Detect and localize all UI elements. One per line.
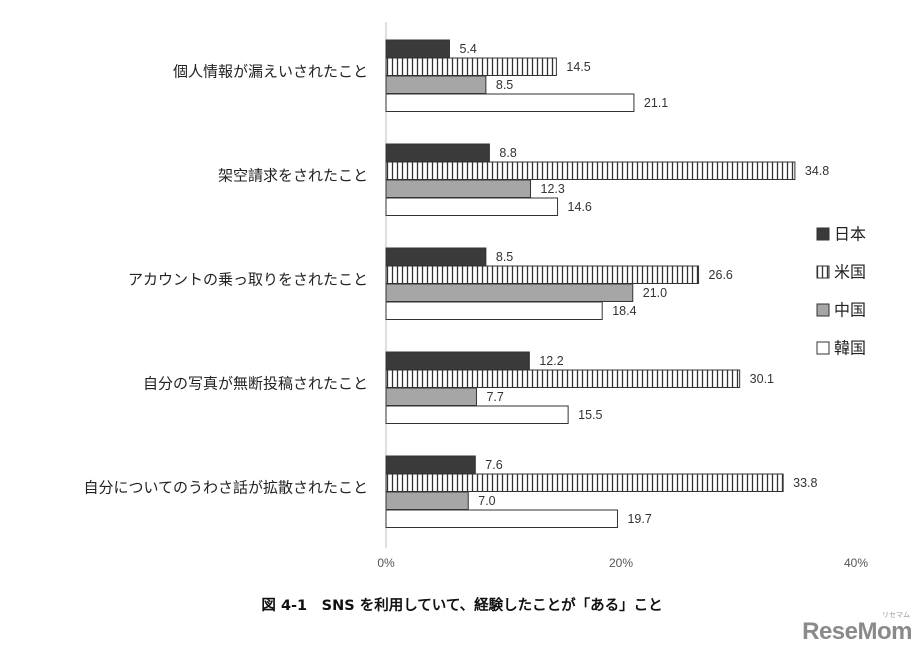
bar [385, 455, 476, 474]
data-label: 8.8 [499, 146, 516, 160]
bar [385, 301, 603, 320]
category-label: 架空請求をされたこと [218, 167, 368, 185]
data-label: 14.5 [566, 60, 590, 74]
bar-chart: 0% 20% 40% 個人情報が漏えいされたこと 5.4 14.5 8.5 21.1 架空請求… [83, 22, 868, 570]
bar [385, 387, 477, 406]
category-label: 自分の写真が無断投稿されたこと [143, 375, 368, 393]
bar [385, 197, 559, 216]
logo-text: ReseMom [802, 618, 912, 645]
bar [385, 491, 469, 510]
data-label: 30.1 [750, 372, 774, 386]
data-label: 7.6 [485, 458, 502, 472]
legend-label: 米国 [834, 263, 866, 282]
data-label: 7.0 [478, 494, 495, 508]
data-label: 21.0 [643, 286, 667, 300]
bar [385, 265, 700, 284]
legend-label: 韓国 [834, 339, 866, 358]
bar [385, 93, 635, 112]
bar [385, 351, 530, 370]
data-label: 5.4 [459, 42, 476, 56]
bar [385, 283, 634, 302]
logo-small-text: リセマム [882, 612, 910, 619]
legend-swatch [816, 303, 830, 317]
bar [385, 39, 450, 58]
data-label: 8.5 [496, 78, 513, 92]
data-label: 12.2 [539, 354, 563, 368]
data-label: 15.5 [578, 408, 602, 422]
data-label: 26.6 [709, 268, 733, 282]
data-label: 7.7 [486, 390, 503, 404]
x-tick-label: 20% [609, 556, 633, 570]
legend-label: 日本 [834, 225, 866, 244]
data-label: 34.8 [805, 164, 829, 178]
bar [385, 509, 618, 528]
bar [385, 179, 532, 198]
legend-label: 中国 [834, 301, 866, 320]
legend-swatch [816, 265, 830, 279]
data-label: 19.7 [627, 512, 651, 526]
bar-layer [385, 39, 796, 528]
bar [385, 473, 784, 492]
chart-title: 図 4-1 SNS を利用していて、経験したことが「ある」こと [261, 598, 663, 614]
label-layer: 個人情報が漏えいされたこと 5.4 14.5 8.5 21.1 架空請求をされたこと 8.8… [83, 42, 829, 526]
bar [385, 247, 487, 266]
category-label: 自分についてのうわさ話が拡散されたこと [83, 479, 368, 497]
data-label: 14.6 [568, 200, 592, 214]
bar [385, 405, 569, 424]
data-label: 8.5 [496, 250, 513, 264]
category-label: 個人情報が漏えいされたこと [173, 63, 368, 81]
data-label: 33.8 [793, 476, 817, 490]
bar [385, 369, 741, 388]
data-label: 18.4 [612, 304, 636, 318]
data-label: 12.3 [541, 182, 565, 196]
bar [385, 57, 557, 76]
bar [385, 75, 487, 94]
legend-swatch [816, 341, 830, 355]
legend-swatch [816, 227, 830, 241]
data-label: 21.1 [644, 96, 668, 110]
bar [385, 143, 490, 162]
x-tick-label: 0% [377, 556, 395, 570]
resemom-logo: ReseMom リセマム [802, 612, 912, 646]
bar [385, 161, 796, 180]
x-tick-label: 40% [844, 556, 868, 570]
category-label: アカウントの乗っ取りをされたこと [128, 271, 368, 289]
